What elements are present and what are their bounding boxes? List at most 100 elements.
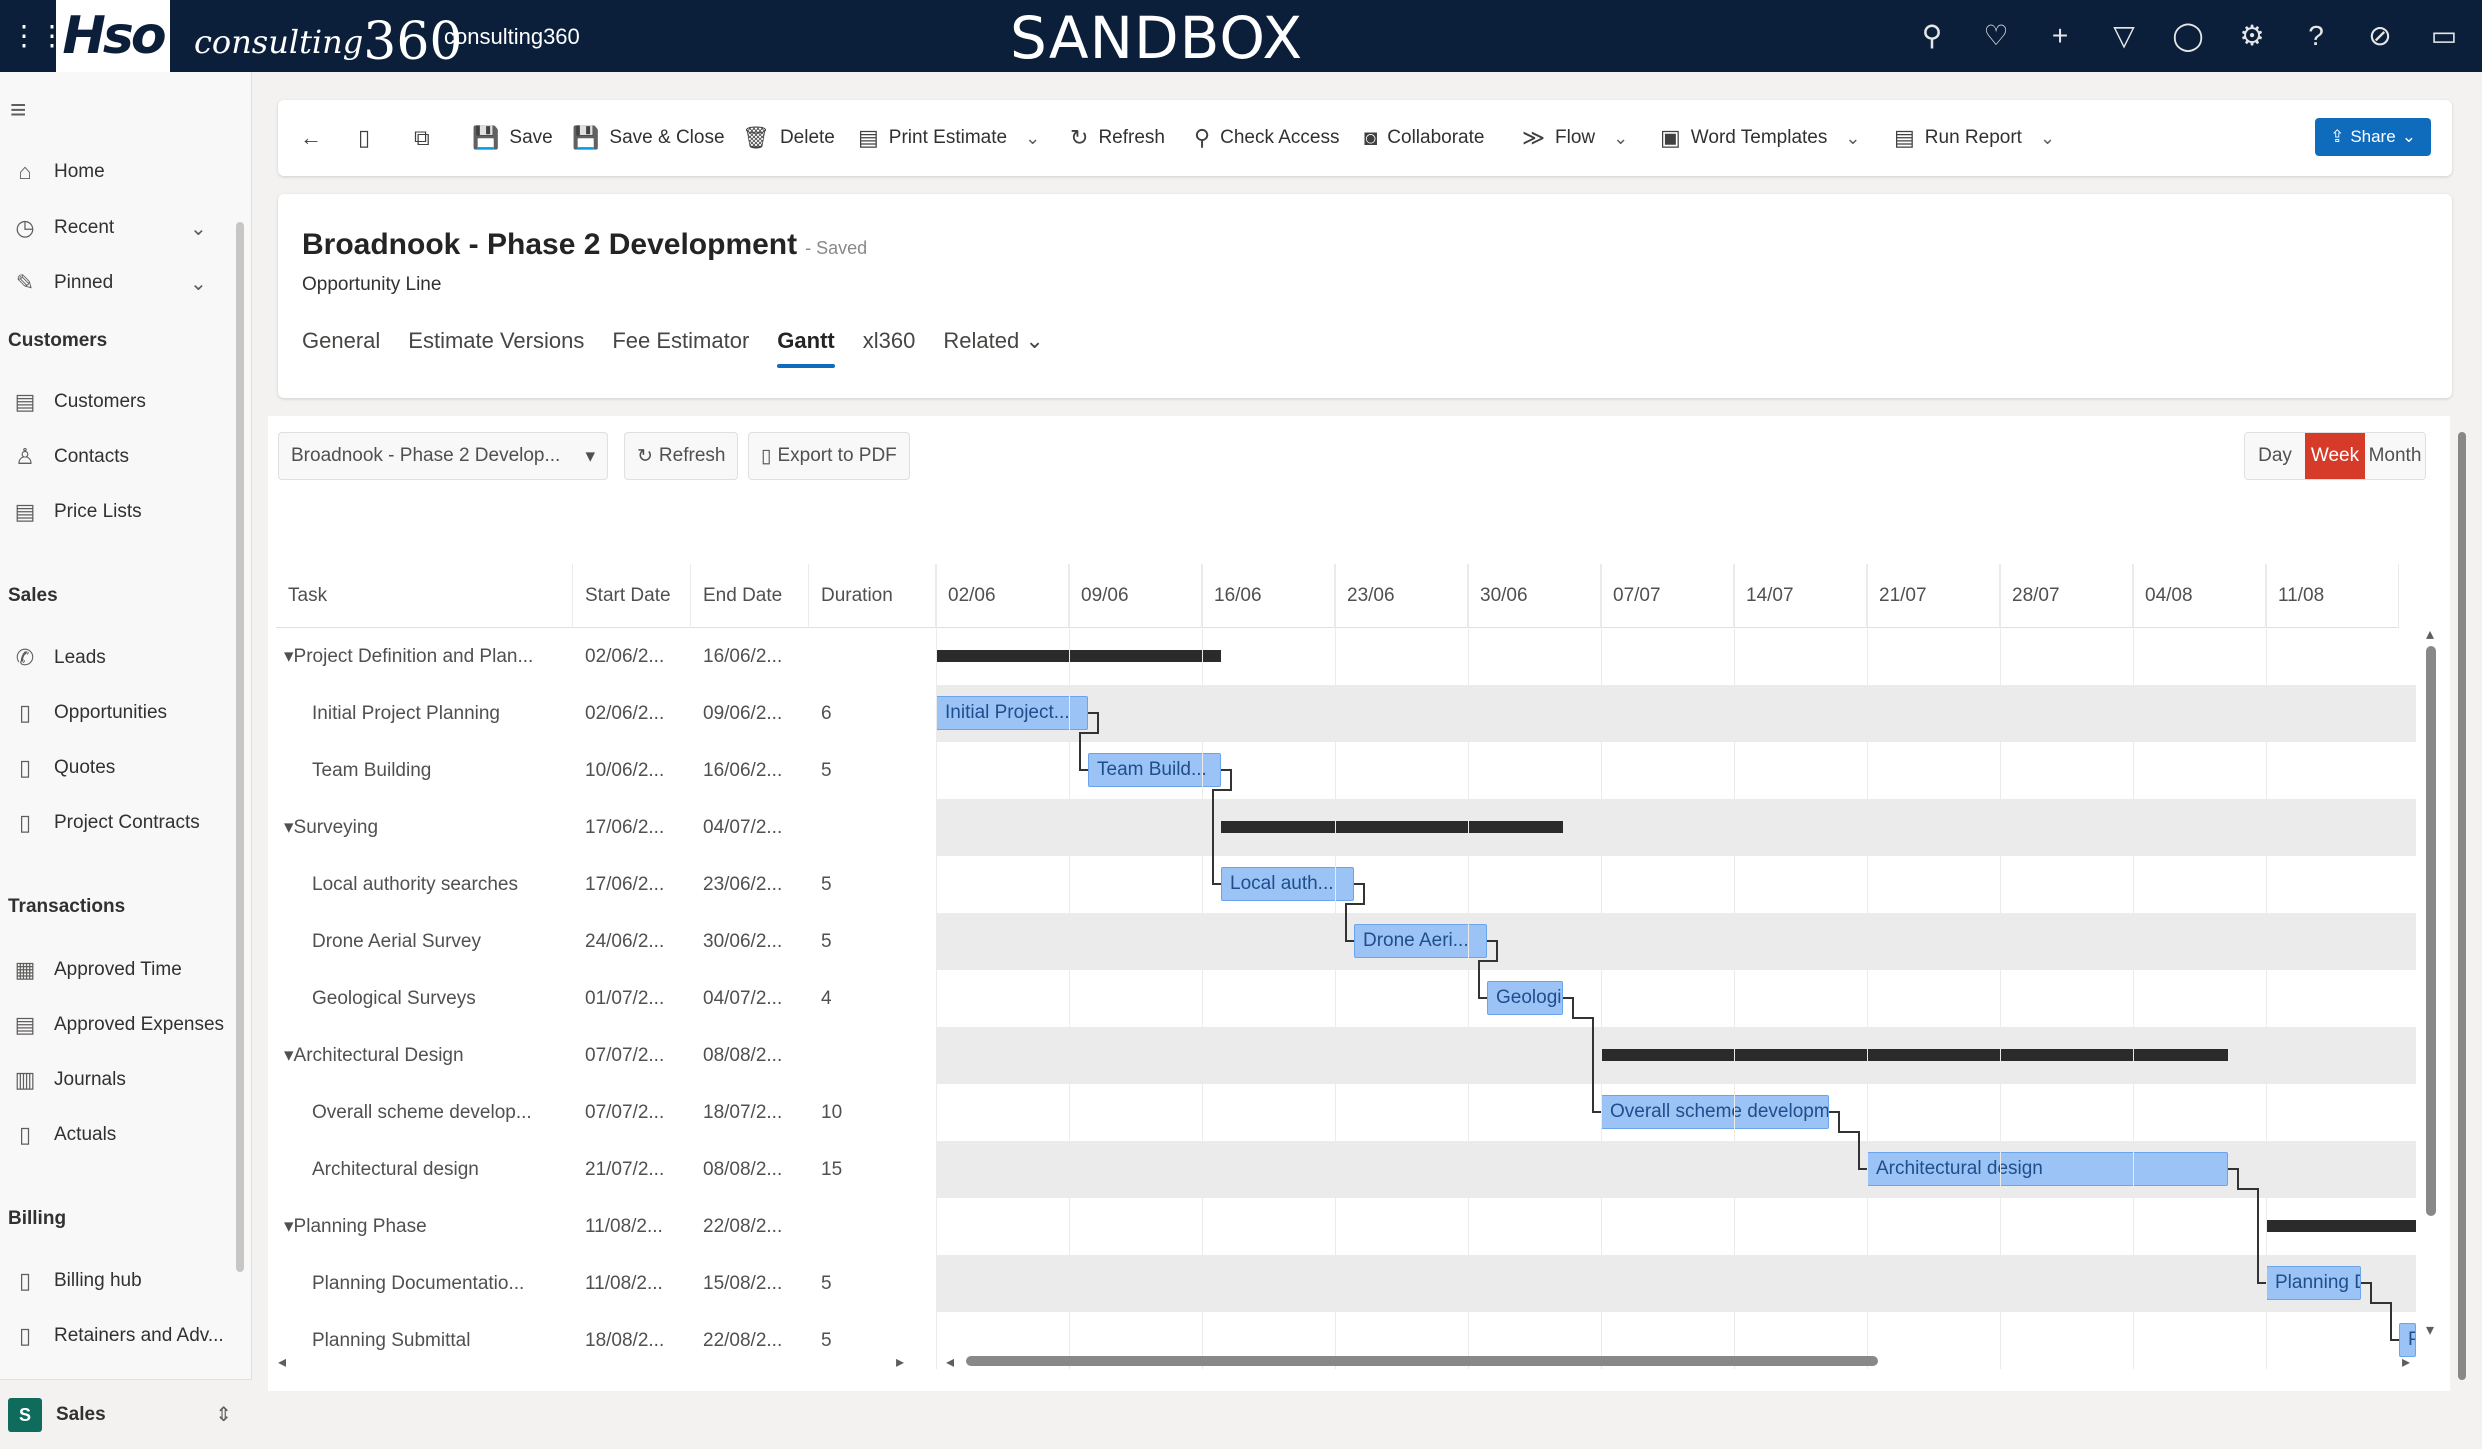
summary-task-row[interactable]: ▾ Planning Phase 11/08/2... 22/08/2... — [276, 1198, 2416, 1255]
summary-bar[interactable] — [2266, 1220, 2416, 1232]
task-bar[interactable]: Drone Aeri... — [1354, 924, 1487, 958]
nav-leads[interactable]: ✆ Leads — [10, 638, 106, 678]
tab-related[interactable]: Related ⌄ — [943, 328, 1043, 368]
assist-icon[interactable]: ⊘ — [2368, 20, 2392, 51]
summary-task-row[interactable]: ▾ Architectural Design 07/07/2... 08/08/2.… — [276, 1027, 2416, 1084]
task-bar[interactable]: Team Build... — [1088, 753, 1221, 787]
nav-approved-expenses[interactable]: ▤ Approved Expenses — [10, 1005, 224, 1045]
tab-gantt[interactable]: Gantt — [777, 328, 836, 368]
view-week-button[interactable]: Week — [2305, 433, 2365, 479]
nav-customers[interactable]: ▤ Customers — [10, 382, 146, 422]
chevron-down-icon[interactable]: ⌄ — [1613, 127, 1629, 148]
chevron-down-icon[interactable]: ⌄ — [190, 217, 207, 240]
scroll-down-icon[interactable]: ▾ — [2426, 1322, 2435, 1339]
nav-recent[interactable]: ◷ Recent ⌄ — [10, 208, 206, 248]
view-month-button[interactable]: Month — [2365, 433, 2425, 479]
nav-billing-hub[interactable]: ▯ Billing hub — [10, 1261, 142, 1301]
task-row[interactable]: Geological Surveys 01/07/2... 04/07/2... 4 G… — [276, 970, 2416, 1027]
task-row[interactable]: Planning Submittal 18/08/2... 22/08/2... 5 P — [276, 1312, 2416, 1369]
task-bar[interactable]: Initial Project... — [936, 696, 1088, 730]
bell-icon[interactable]: ◯ — [2172, 20, 2204, 51]
col-end-date[interactable]: End Date — [691, 564, 809, 628]
back-button[interactable]: ← — [300, 100, 332, 176]
task-bar[interactable]: Geologi... — [1487, 981, 1563, 1015]
print-estimate-button[interactable]: ▤ Print Estimate ⌄ — [858, 100, 1040, 176]
tab-estimate-versions[interactable]: Estimate Versions — [408, 328, 585, 353]
chevron-down-icon[interactable]: ⌄ — [190, 272, 207, 295]
nav-contacts[interactable]: ♙ Contacts — [10, 437, 129, 477]
open-new-window-button[interactable]: ⧉ — [414, 100, 440, 176]
task-bar[interactable]: P — [2399, 1323, 2416, 1357]
flow-button[interactable]: ≫ Flow ⌄ — [1522, 100, 1628, 176]
plus-icon[interactable]: + — [2051, 20, 2069, 51]
scroll-right-icon[interactable]: ▸ — [2402, 1354, 2411, 1371]
scroll-left-icon[interactable]: ◂ — [278, 1354, 287, 1371]
col-task[interactable]: Task — [276, 564, 573, 628]
run-report-button[interactable]: ▤ Run Report ⌄ — [1894, 100, 2055, 176]
task-row[interactable]: Initial Project Planning 02/06/2... 09/06/… — [276, 685, 2416, 742]
task-row[interactable]: Drone Aerial Survey 24/06/2... 30/06/2... 5… — [276, 913, 2416, 970]
tab-xl360[interactable]: xl360 — [862, 328, 916, 353]
nav-actuals[interactable]: ▯ Actuals — [10, 1115, 116, 1155]
refresh-button[interactable]: ↻ Refresh — [1070, 100, 1165, 176]
tablet-view-button[interactable]: ▯ — [358, 100, 380, 176]
task-bar[interactable]: Overall scheme development — [1601, 1095, 1829, 1129]
view-day-button[interactable]: Day — [2245, 433, 2305, 479]
search-icon[interactable]: ⚲ — [1921, 20, 1943, 51]
help-icon[interactable]: ? — [2308, 20, 2324, 51]
task-row[interactable]: Architectural design 21/07/2... 08/08/2...… — [276, 1141, 2416, 1198]
app-launcher-icon[interactable]: ⋮⋮⋮ — [10, 20, 94, 51]
nav-approved-time[interactable]: ▦ Approved Time — [10, 950, 182, 990]
nav-pinned[interactable]: ✎ Pinned ⌄ — [10, 263, 207, 303]
summary-bar[interactable] — [1221, 821, 1563, 833]
app-name[interactable]: consulting360 — [444, 24, 580, 49]
chat-icon[interactable]: ▭ — [2430, 20, 2458, 51]
summary-bar[interactable] — [936, 650, 1221, 662]
save-close-button[interactable]: 💾 Save & Close — [572, 100, 725, 176]
timeline-horizontal-scrollbar[interactable] — [966, 1356, 1878, 1366]
nav-price-lists[interactable]: ▤ Price Lists — [10, 492, 142, 532]
nav-quotes[interactable]: ▯ Quotes — [10, 748, 115, 788]
collapse-toggle-icon[interactable]: ▾ — [284, 646, 294, 667]
task-row[interactable]: Local authority searches 17/06/2... 23/06/… — [276, 856, 2416, 913]
summary-task-row[interactable]: ▾ Surveying 17/06/2... 04/07/2... — [276, 799, 2416, 856]
scroll-right-icon[interactable]: ▸ — [896, 1354, 905, 1371]
task-bar[interactable]: Architectural design — [1867, 1152, 2228, 1186]
project-select[interactable]: Broadnook - Phase 2 Develop... ▾ — [278, 432, 608, 480]
word-templates-button[interactable]: ▣ Word Templates ⌄ — [1660, 100, 1860, 176]
export-pdf-button[interactable]: ▯ Export to PDF — [748, 432, 910, 480]
scroll-up-icon[interactable]: ▴ — [2426, 626, 2435, 643]
nav-opportunities[interactable]: ▯ Opportunities — [10, 693, 167, 733]
check-access-button[interactable]: ⚲ Check Access — [1194, 100, 1339, 176]
chevron-down-icon[interactable]: ⌄ — [1025, 127, 1041, 148]
summary-bar[interactable] — [1601, 1049, 2228, 1061]
chevron-down-icon[interactable]: ⌄ — [1845, 127, 1861, 148]
tab-general[interactable]: General — [302, 328, 381, 353]
filter-icon[interactable]: ▽ — [2113, 20, 2135, 51]
task-row[interactable]: Team Building 10/06/2... 16/06/2... 5 Team B… — [276, 742, 2416, 799]
collapse-toggle-icon[interactable]: ▾ — [284, 817, 294, 838]
nav-journals[interactable]: ▥ Journals — [10, 1060, 126, 1100]
col-duration[interactable]: Duration — [809, 564, 936, 628]
task-bar[interactable]: Planning D... — [2266, 1266, 2361, 1300]
tab-fee-estimator[interactable]: Fee Estimator — [612, 328, 750, 353]
sidebar-scrollbar[interactable] — [236, 222, 244, 1272]
gantt-refresh-button[interactable]: ↻ Refresh — [624, 432, 739, 480]
task-row[interactable]: Planning Documentatio... 11/08/2... 15/08/… — [276, 1255, 2416, 1312]
collaborate-button[interactable]: ◙ Collaborate — [1364, 100, 1484, 176]
chevron-down-icon[interactable]: ⌄ — [2039, 127, 2056, 148]
collapse-toggle-icon[interactable]: ▾ — [284, 1216, 294, 1237]
area-switcher[interactable]: S Sales ⇕ — [0, 1379, 252, 1449]
delete-button[interactable]: 🗑 Delete — [742, 100, 835, 176]
summary-task-row[interactable]: ▾ Project Definition and Plan... 02/06/2.… — [276, 628, 2416, 685]
timeline-vertical-scrollbar[interactable] — [2426, 646, 2436, 1216]
hamburger-icon[interactable]: ≡ — [10, 94, 27, 125]
save-button[interactable]: 💾 Save — [472, 100, 553, 176]
collapse-toggle-icon[interactable]: ▾ — [284, 1045, 294, 1066]
col-start-date[interactable]: Start Date — [573, 564, 691, 628]
nav-project-contracts[interactable]: ▯ Project Contracts — [10, 803, 200, 843]
settings-icon[interactable]: ⚙ — [2239, 20, 2265, 51]
lightbulb-icon[interactable]: ♡ — [1983, 20, 2009, 51]
scroll-left-icon[interactable]: ◂ — [946, 1354, 955, 1371]
nav-retainers[interactable]: ▯ Retainers and Adv... — [10, 1316, 224, 1356]
